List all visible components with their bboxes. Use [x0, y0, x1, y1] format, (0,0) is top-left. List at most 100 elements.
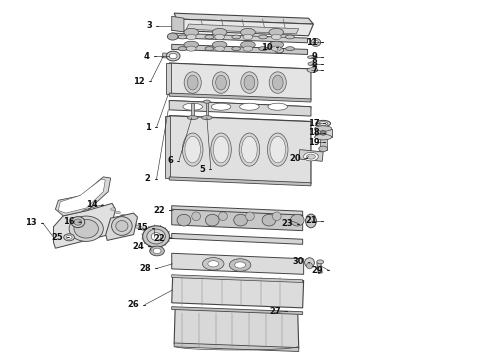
Ellipse shape [262, 214, 276, 226]
Ellipse shape [259, 35, 268, 39]
Text: 19: 19 [308, 138, 319, 147]
Ellipse shape [269, 72, 286, 93]
Ellipse shape [314, 40, 318, 44]
Ellipse shape [169, 53, 177, 59]
Ellipse shape [116, 211, 121, 214]
Text: 8: 8 [312, 59, 318, 68]
Ellipse shape [216, 75, 226, 90]
Text: 1: 1 [145, 123, 151, 132]
Ellipse shape [315, 126, 332, 131]
Text: 14: 14 [86, 200, 98, 209]
Ellipse shape [125, 217, 130, 220]
Text: 18: 18 [308, 128, 319, 137]
Text: 6: 6 [167, 156, 173, 165]
Ellipse shape [71, 217, 85, 228]
Ellipse shape [320, 130, 326, 135]
Ellipse shape [147, 229, 165, 244]
Ellipse shape [271, 34, 281, 40]
Ellipse shape [192, 212, 200, 221]
Ellipse shape [187, 75, 198, 90]
Ellipse shape [304, 152, 318, 161]
Polygon shape [169, 63, 311, 71]
Ellipse shape [205, 47, 214, 51]
Text: 25: 25 [51, 233, 63, 242]
Text: 11: 11 [306, 38, 318, 47]
Ellipse shape [219, 212, 227, 221]
Polygon shape [169, 177, 311, 186]
Text: 12: 12 [133, 77, 145, 86]
Ellipse shape [148, 231, 153, 233]
Ellipse shape [186, 46, 196, 51]
Polygon shape [174, 308, 299, 348]
Ellipse shape [319, 146, 328, 152]
Ellipse shape [125, 217, 130, 220]
Ellipse shape [184, 28, 198, 36]
Ellipse shape [235, 262, 245, 268]
Ellipse shape [184, 72, 201, 93]
Polygon shape [169, 63, 311, 100]
Ellipse shape [268, 133, 288, 166]
Ellipse shape [177, 214, 191, 226]
Ellipse shape [213, 72, 230, 93]
Polygon shape [169, 100, 311, 116]
Polygon shape [317, 262, 322, 274]
Ellipse shape [315, 134, 332, 140]
Text: 23: 23 [281, 219, 293, 228]
Text: 30: 30 [292, 257, 304, 266]
Ellipse shape [143, 226, 170, 247]
Ellipse shape [64, 234, 74, 241]
Ellipse shape [112, 217, 132, 235]
Ellipse shape [184, 41, 198, 48]
Ellipse shape [291, 214, 304, 226]
Text: 7: 7 [312, 66, 318, 75]
Polygon shape [172, 16, 184, 32]
Ellipse shape [272, 75, 283, 90]
Ellipse shape [317, 260, 324, 264]
Polygon shape [58, 179, 105, 213]
Text: 27: 27 [269, 307, 281, 316]
Polygon shape [186, 24, 299, 34]
Ellipse shape [211, 133, 231, 166]
Text: 15: 15 [137, 224, 148, 233]
Ellipse shape [208, 261, 219, 267]
Polygon shape [172, 275, 303, 283]
Polygon shape [191, 103, 194, 118]
Ellipse shape [244, 75, 255, 90]
Ellipse shape [182, 133, 203, 166]
Ellipse shape [69, 216, 103, 242]
Ellipse shape [183, 103, 202, 110]
Ellipse shape [232, 47, 241, 51]
Polygon shape [55, 177, 111, 216]
Polygon shape [172, 275, 304, 308]
Text: 13: 13 [25, 219, 37, 228]
Text: 29: 29 [312, 266, 323, 275]
Polygon shape [174, 13, 314, 24]
Text: 22: 22 [153, 234, 165, 243]
Polygon shape [172, 19, 314, 36]
Polygon shape [172, 307, 303, 315]
Text: 17: 17 [308, 119, 319, 128]
Ellipse shape [215, 34, 224, 40]
Ellipse shape [166, 51, 180, 61]
Ellipse shape [178, 35, 187, 39]
Ellipse shape [211, 103, 231, 110]
Ellipse shape [147, 230, 151, 233]
Polygon shape [165, 116, 170, 178]
Ellipse shape [232, 35, 241, 39]
Ellipse shape [271, 46, 281, 51]
Ellipse shape [234, 214, 247, 226]
Ellipse shape [307, 68, 318, 72]
Ellipse shape [316, 120, 331, 127]
Ellipse shape [307, 154, 316, 159]
Ellipse shape [306, 214, 317, 228]
Ellipse shape [229, 259, 251, 271]
Ellipse shape [202, 257, 224, 270]
Ellipse shape [178, 47, 187, 51]
Ellipse shape [275, 48, 284, 53]
Ellipse shape [135, 225, 140, 228]
Text: 3: 3 [147, 21, 152, 30]
Ellipse shape [111, 208, 116, 211]
Ellipse shape [167, 33, 178, 40]
Ellipse shape [240, 103, 259, 110]
Ellipse shape [270, 136, 286, 163]
